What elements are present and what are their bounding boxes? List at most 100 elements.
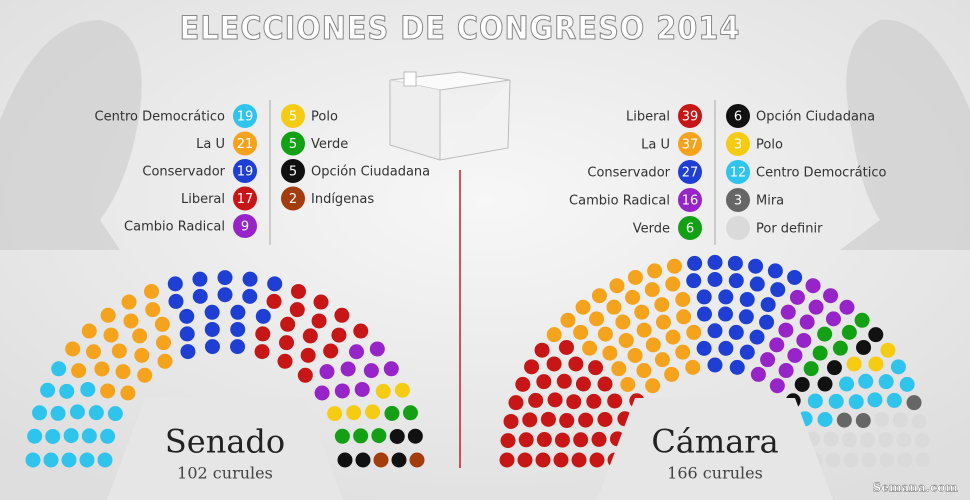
legend-swatch: [678, 160, 702, 184]
seat: [839, 376, 855, 392]
seat: [707, 254, 723, 270]
seat: [217, 270, 233, 286]
seat: [625, 289, 641, 305]
legend-swatch: [678, 188, 702, 212]
seat: [353, 428, 369, 444]
legend-label: Conservador: [142, 165, 225, 180]
seat: [578, 412, 594, 428]
seat: [407, 428, 423, 444]
seat: [59, 383, 75, 399]
seat: [794, 376, 810, 392]
legend-swatch: [281, 186, 305, 211]
seat: [45, 428, 61, 444]
seat: [749, 276, 765, 292]
seat: [588, 360, 604, 376]
seat: [868, 356, 884, 372]
seat: [799, 314, 815, 330]
portrait-right: [840, 19, 970, 250]
seat: [554, 432, 570, 448]
seat: [167, 276, 183, 292]
seat: [536, 432, 552, 448]
legend-label: La U: [196, 137, 225, 152]
seat: [748, 258, 764, 274]
seat: [654, 297, 670, 313]
seat-group: [785, 327, 884, 409]
seat: [391, 452, 407, 468]
seat-group: [546, 258, 702, 394]
seat: [32, 405, 48, 421]
seat-group: [797, 359, 915, 428]
seat: [636, 322, 652, 338]
seat: [573, 432, 589, 448]
seat-group: [65, 283, 173, 401]
legend-label: Cambio Radical: [124, 220, 225, 235]
seat: [611, 361, 627, 377]
seat: [363, 363, 379, 379]
legend-swatch: [281, 104, 305, 128]
legend-label: Verde: [633, 222, 670, 237]
seat: [897, 452, 913, 468]
seat: [568, 356, 584, 372]
chart-subtitle: 166 curules: [667, 464, 763, 483]
seat: [280, 316, 296, 332]
seat: [327, 406, 343, 422]
legend-value: 17: [237, 192, 254, 207]
seat: [803, 361, 819, 377]
seat: [508, 395, 524, 411]
seat: [546, 356, 562, 372]
seat: [856, 339, 872, 355]
seat: [874, 411, 890, 427]
seat: [828, 393, 844, 409]
seat: [534, 342, 550, 358]
seat: [500, 433, 516, 449]
ballot-box: [389, 71, 511, 161]
seat: [204, 304, 220, 320]
seat: [832, 340, 848, 356]
seat: [767, 263, 783, 279]
legend-value: 5: [289, 110, 297, 125]
seat: [179, 308, 195, 324]
seat: [759, 314, 775, 330]
seat-group: [254, 283, 369, 383]
seat: [817, 412, 833, 428]
seat: [346, 405, 362, 421]
legend-value: 39: [682, 110, 699, 125]
seat: [204, 321, 220, 337]
seat: [823, 288, 839, 304]
legend-label: Opción Ciudadana: [311, 165, 430, 180]
legend-swatch: [726, 104, 750, 128]
seat: [334, 307, 350, 323]
seat: [778, 322, 794, 338]
seat: [137, 367, 153, 383]
seat: [597, 326, 613, 342]
seat-group: [846, 342, 896, 372]
seat: [591, 431, 607, 447]
seat: [334, 383, 350, 399]
seat: [43, 452, 59, 468]
seat: [676, 309, 692, 325]
legend-value: 5: [289, 137, 297, 152]
seat: [353, 323, 369, 339]
legend-swatch: [678, 104, 702, 128]
seat: [134, 347, 150, 363]
seat: [817, 326, 833, 342]
seat: [535, 452, 551, 468]
seat: [547, 392, 563, 408]
seat: [880, 342, 896, 358]
seat: [314, 385, 330, 401]
seat: [97, 452, 113, 468]
seat: [718, 289, 734, 305]
seat: [675, 291, 691, 307]
seat: [839, 299, 855, 315]
seat: [559, 413, 575, 429]
seat: [499, 452, 515, 468]
seat: [586, 393, 602, 409]
seat: [383, 361, 399, 377]
seat-group: [337, 428, 423, 468]
seat: [868, 327, 884, 343]
seat: [858, 373, 874, 389]
seat: [718, 340, 734, 356]
seat: [655, 314, 671, 330]
seat: [645, 337, 661, 353]
